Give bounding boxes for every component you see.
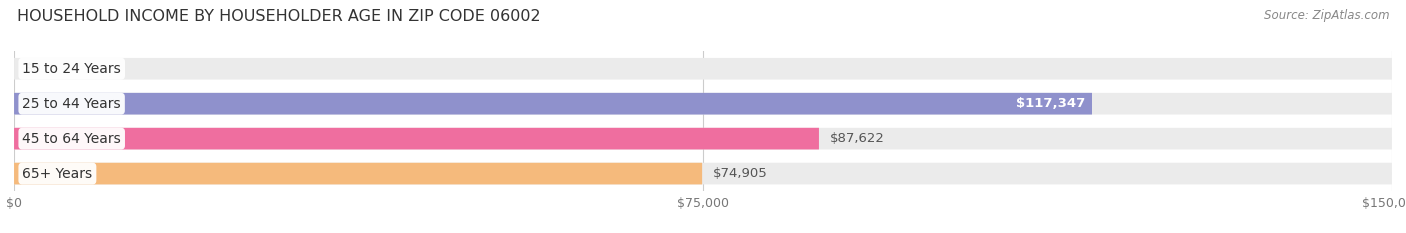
FancyBboxPatch shape [14, 128, 1392, 150]
Text: 65+ Years: 65+ Years [22, 167, 93, 181]
Text: 15 to 24 Years: 15 to 24 Years [22, 62, 121, 76]
FancyBboxPatch shape [14, 93, 1392, 115]
FancyBboxPatch shape [14, 58, 1392, 80]
Text: Source: ZipAtlas.com: Source: ZipAtlas.com [1264, 9, 1389, 22]
Text: $0: $0 [25, 62, 42, 75]
Text: $74,905: $74,905 [713, 167, 768, 180]
Text: $117,347: $117,347 [1017, 97, 1085, 110]
FancyBboxPatch shape [14, 128, 818, 150]
FancyBboxPatch shape [14, 163, 1392, 185]
FancyBboxPatch shape [14, 163, 702, 185]
Text: $87,622: $87,622 [830, 132, 884, 145]
Text: 25 to 44 Years: 25 to 44 Years [22, 97, 121, 111]
FancyBboxPatch shape [14, 93, 1092, 115]
Text: HOUSEHOLD INCOME BY HOUSEHOLDER AGE IN ZIP CODE 06002: HOUSEHOLD INCOME BY HOUSEHOLDER AGE IN Z… [17, 9, 540, 24]
Text: 45 to 64 Years: 45 to 64 Years [22, 132, 121, 146]
